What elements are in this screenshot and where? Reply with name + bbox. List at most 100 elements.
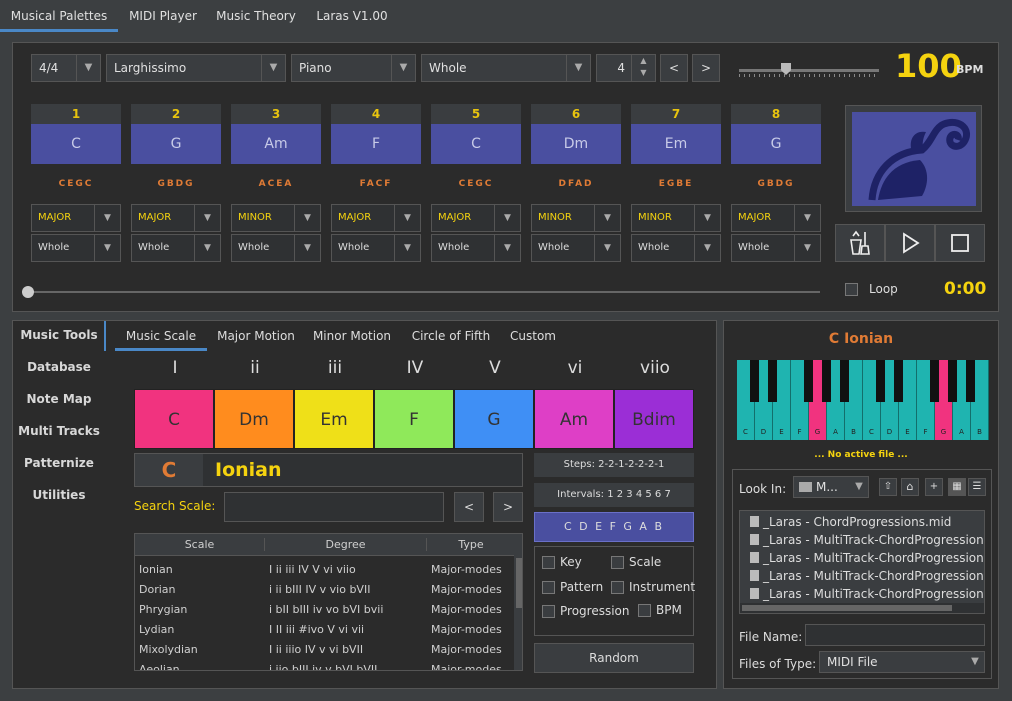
scrollbar-thumb[interactable]	[516, 558, 522, 608]
chord-duration-select[interactable]: Whole ▼	[431, 234, 521, 262]
search-scale-input[interactable]	[224, 492, 444, 522]
home-icon[interactable]: ⌂	[901, 478, 919, 496]
piano-black-key[interactable]	[930, 360, 939, 402]
key-checkbox[interactable]	[542, 556, 555, 569]
side-item-multi-tracks[interactable]: Multi Tracks	[18, 424, 100, 438]
chord-duration-select[interactable]: Whole ▼	[531, 234, 621, 262]
piano-black-key[interactable]	[948, 360, 957, 402]
chord-button[interactable]: F	[331, 124, 421, 164]
instrument-checkbox[interactable]	[611, 581, 624, 594]
time-signature-select[interactable]: 4/4 ▼	[31, 54, 101, 82]
tab-midi-player[interactable]: MIDI Player	[129, 9, 197, 23]
prev-button[interactable]: <	[660, 54, 688, 82]
pattern-checkbox[interactable]	[542, 581, 555, 594]
piano-black-key[interactable]	[804, 360, 813, 402]
tab-music-scale[interactable]: Music Scale	[115, 321, 207, 351]
progress-slider[interactable]	[22, 286, 820, 298]
piano-white-key[interactable]: E	[899, 360, 917, 440]
scrollbar-thumb[interactable]	[742, 605, 952, 611]
chord-quality-select[interactable]: MAJOR ▼	[331, 204, 421, 232]
scale-chord-button[interactable]: C	[134, 389, 214, 449]
file-list-item[interactable]: _Laras - MultiTrack-ChordProgressions-04	[750, 587, 984, 601]
side-item-note-map[interactable]: Note Map	[26, 392, 92, 406]
file-list-item[interactable]: _Laras - ChordProgressions.mid	[750, 515, 951, 529]
chord-button[interactable]: Am	[231, 124, 321, 164]
piano-white-key[interactable]: E	[773, 360, 791, 440]
spinner-arrows-icon[interactable]: ▲ ▼	[631, 55, 655, 81]
side-item-utilities[interactable]: Utilities	[32, 488, 86, 502]
tab-circle-of-fifth[interactable]: Circle of Fifth	[411, 329, 491, 343]
chord-button[interactable]: C	[431, 124, 521, 164]
chord-quality-select[interactable]: MINOR ▼	[231, 204, 321, 232]
table-row[interactable]: Ionian I ii iii IV V vi viio Major-modes	[135, 560, 513, 580]
loop-checkbox[interactable]	[845, 283, 858, 296]
chord-duration-select[interactable]: Whole ▼	[31, 234, 121, 262]
list-view-icon[interactable]: ▦	[948, 478, 966, 496]
chord-quality-select[interactable]: MINOR ▼	[631, 204, 721, 232]
progress-thumb[interactable]	[22, 286, 34, 298]
table-row[interactable]: Dorian i ii bIII IV v vio bVII Major-mod…	[135, 580, 513, 600]
piano-black-key[interactable]	[768, 360, 777, 402]
table-scrollbar[interactable]	[514, 534, 522, 670]
tab-major-motion[interactable]: Major Motion	[217, 329, 295, 343]
tab-laras[interactable]: Laras V1.00	[316, 9, 388, 23]
piano-black-key[interactable]	[750, 360, 759, 402]
chord-quality-select[interactable]: MINOR ▼	[531, 204, 621, 232]
bpm-slider[interactable]	[739, 63, 879, 77]
piano-black-key[interactable]	[966, 360, 975, 402]
look-in-select[interactable]: M... ▼	[793, 476, 869, 498]
chord-quality-select[interactable]: MAJOR ▼	[431, 204, 521, 232]
stop-button[interactable]	[935, 224, 985, 262]
piano-black-key[interactable]	[822, 360, 831, 402]
count-spinner[interactable]: 4 ▲ ▼	[596, 54, 656, 82]
chord-duration-select[interactable]: Whole ▼	[331, 234, 421, 262]
slider-thumb[interactable]	[781, 63, 791, 75]
piano-black-key[interactable]	[840, 360, 849, 402]
chord-duration-select[interactable]: Whole ▼	[631, 234, 721, 262]
chord-quality-select[interactable]: MAJOR ▼	[731, 204, 821, 232]
tempo-select[interactable]: Larghissimo ▼	[106, 54, 286, 82]
scale-chord-button[interactable]: Am	[534, 389, 614, 449]
piano-white-key[interactable]: B	[971, 360, 989, 440]
piano-white-key[interactable]: B	[845, 360, 863, 440]
clear-button[interactable]	[835, 224, 885, 262]
tab-minor-motion[interactable]: Minor Motion	[312, 329, 392, 343]
random-button[interactable]: Random	[534, 643, 694, 673]
tab-musical-palettes[interactable]: Musical Palettes	[0, 0, 118, 32]
piano-black-key[interactable]	[894, 360, 903, 402]
file-type-select[interactable]: MIDI File ▼	[819, 651, 985, 673]
chord-quality-select[interactable]: MAJOR ▼	[131, 204, 221, 232]
piano-black-key[interactable]	[876, 360, 885, 402]
side-item-patternize[interactable]: Patternize	[24, 456, 94, 470]
chord-quality-select[interactable]: MAJOR ▼	[31, 204, 121, 232]
progression-checkbox[interactable]	[542, 605, 555, 618]
file-name-input[interactable]	[805, 624, 985, 646]
scale-chord-button[interactable]: G	[454, 389, 534, 449]
details-view-icon[interactable]: ☰	[968, 478, 986, 496]
side-item-music-tools[interactable]: Music Tools	[20, 328, 98, 342]
scale-chord-button[interactable]: Bdim	[614, 389, 694, 449]
tab-custom[interactable]: Custom	[510, 329, 556, 343]
scale-chord-button[interactable]: Dm	[214, 389, 294, 449]
scale-notes-button[interactable]: C D E F G A B	[534, 512, 694, 542]
table-row[interactable]: Aeolian i iio bIII iv v bVI bVII Major-m…	[135, 660, 513, 670]
new-folder-icon[interactable]: +	[925, 478, 943, 496]
file-list-item[interactable]: _Laras - MultiTrack-ChordProgressions-02	[750, 551, 984, 565]
table-row[interactable]: Mixolydian I ii iiio IV v vi bVII Major-…	[135, 640, 513, 660]
chord-button[interactable]: Dm	[531, 124, 621, 164]
file-list-item[interactable]: _Laras - MultiTrack-ChordProgressions-01	[750, 533, 984, 547]
scale-chord-button[interactable]: Em	[294, 389, 374, 449]
scale-prev-button[interactable]: <	[454, 492, 484, 522]
chord-button[interactable]: G	[131, 124, 221, 164]
scale-chord-button[interactable]: F	[374, 389, 454, 449]
table-row[interactable]: Lydian I II iii #ivo V vi vii Major-mode…	[135, 620, 513, 640]
instrument-select[interactable]: Piano ▼	[291, 54, 416, 82]
file-list-scrollbar[interactable]	[740, 603, 984, 613]
chord-duration-select[interactable]: Whole ▼	[131, 234, 221, 262]
bpm-checkbox[interactable]	[638, 604, 651, 617]
chord-button[interactable]: G	[731, 124, 821, 164]
scale-next-button[interactable]: >	[493, 492, 523, 522]
chord-duration-select[interactable]: Whole ▼	[231, 234, 321, 262]
tab-music-theory[interactable]: Music Theory	[216, 9, 296, 23]
scale-checkbox[interactable]	[611, 556, 624, 569]
